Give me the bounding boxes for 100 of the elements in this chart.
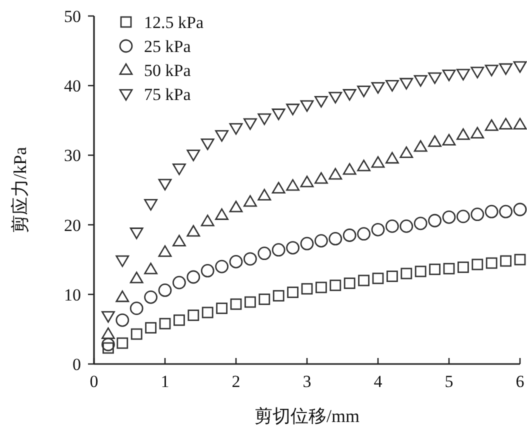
- point: [301, 283, 313, 295]
- point: [216, 302, 228, 314]
- point: [130, 228, 144, 240]
- y-tick-label: 0: [72, 355, 81, 374]
- y-tick-label: 30: [64, 146, 81, 166]
- point: [200, 138, 214, 150]
- point: [144, 262, 158, 274]
- point: [357, 227, 370, 241]
- point: [357, 86, 370, 98]
- point: [230, 298, 242, 310]
- point: [400, 78, 414, 90]
- x-tick-label: 3: [302, 372, 312, 391]
- point: [513, 118, 527, 130]
- point: [484, 64, 498, 76]
- point: [300, 100, 314, 112]
- point: [130, 272, 144, 284]
- point: [328, 92, 342, 104]
- point: [486, 257, 498, 269]
- point: [286, 241, 300, 254]
- point: [186, 270, 200, 284]
- point: [314, 96, 328, 108]
- x-tick-label: 4: [374, 372, 383, 391]
- point: [116, 255, 130, 267]
- point: [145, 322, 156, 334]
- legend-label: 50 kPa: [144, 61, 192, 80]
- point: [244, 195, 257, 207]
- point: [513, 61, 527, 73]
- point: [499, 63, 512, 75]
- point: [428, 72, 442, 84]
- point: [470, 66, 484, 78]
- point: [158, 178, 172, 190]
- point: [244, 296, 256, 308]
- point: [102, 338, 115, 352]
- point: [428, 214, 442, 228]
- point: [144, 199, 158, 211]
- y-tick-label: 50: [64, 7, 81, 26]
- point: [202, 306, 214, 318]
- point: [442, 134, 456, 146]
- point: [386, 219, 399, 233]
- point: [186, 150, 200, 162]
- point: [258, 294, 270, 305]
- point: [258, 246, 272, 260]
- point: [456, 68, 470, 80]
- point: [188, 310, 200, 321]
- point: [130, 328, 142, 340]
- y-tick-label: 20: [64, 216, 81, 235]
- point: [229, 200, 243, 212]
- legend-label: 25 kPa: [144, 37, 192, 56]
- point: [499, 118, 512, 130]
- point: [330, 280, 342, 292]
- point: [484, 119, 498, 131]
- point: [443, 262, 455, 274]
- point: [215, 130, 228, 142]
- point: [300, 176, 314, 188]
- point: [400, 268, 412, 280]
- point: [158, 245, 172, 257]
- point: [229, 254, 243, 268]
- point: [186, 225, 200, 237]
- y-axis-title: 剪应力/kPa: [10, 146, 30, 234]
- point: [342, 163, 356, 175]
- point: [116, 313, 130, 327]
- legend-label: 12.5 kPa: [144, 13, 204, 32]
- point: [272, 182, 286, 194]
- point: [400, 146, 414, 158]
- point: [172, 234, 186, 246]
- point: [442, 210, 456, 224]
- point: [174, 314, 185, 326]
- point: [130, 302, 144, 316]
- point: [414, 216, 428, 230]
- point: [258, 113, 272, 126]
- point: [300, 236, 314, 250]
- point: [215, 260, 228, 274]
- point: [414, 75, 428, 87]
- point: [357, 160, 370, 172]
- point: [414, 140, 428, 152]
- point: [272, 290, 284, 302]
- point: [286, 104, 300, 116]
- y-tick-label: 10: [64, 285, 81, 304]
- point: [258, 188, 272, 200]
- point: [200, 214, 214, 226]
- point: [386, 80, 399, 92]
- point: [314, 234, 328, 248]
- point: [287, 286, 298, 298]
- point: [328, 168, 342, 180]
- y-tick-label: 40: [64, 76, 81, 96]
- point: [400, 219, 414, 233]
- point: [371, 222, 385, 236]
- point: [314, 172, 328, 184]
- point: [470, 208, 484, 222]
- point: [372, 272, 384, 284]
- point: [442, 70, 456, 82]
- point: [215, 208, 228, 220]
- point: [159, 318, 171, 330]
- x-tick-label: 6: [516, 372, 524, 391]
- point: [316, 282, 327, 294]
- point: [272, 108, 286, 120]
- point: [513, 202, 527, 216]
- point: [116, 337, 128, 349]
- point: [371, 156, 385, 168]
- point: [500, 255, 512, 267]
